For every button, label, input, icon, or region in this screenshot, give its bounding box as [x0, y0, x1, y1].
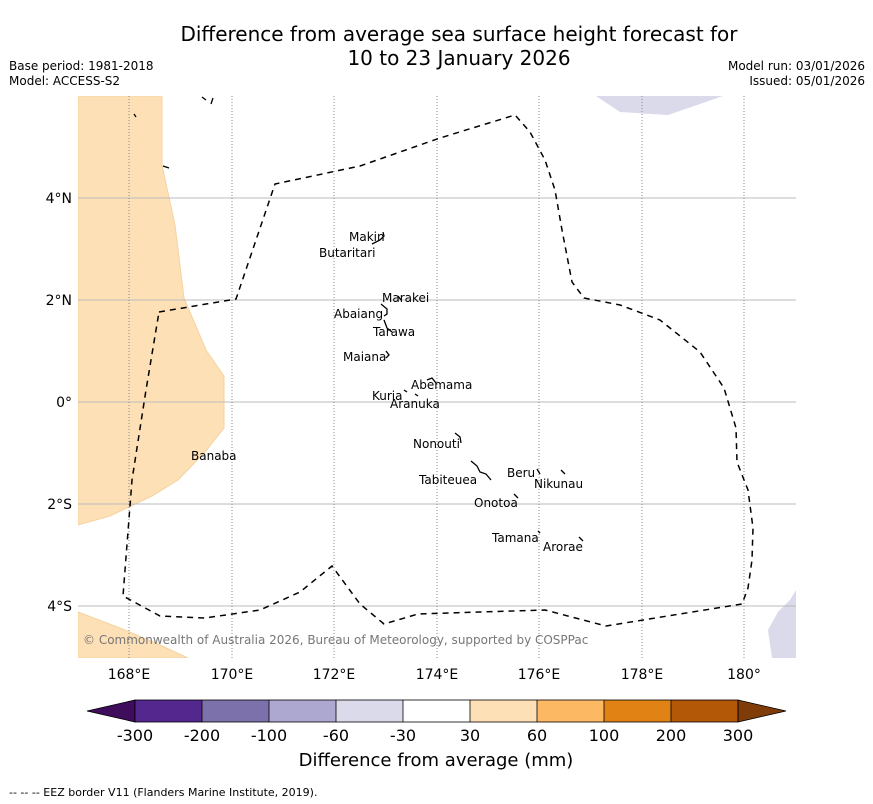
island-marakei: [397, 295, 402, 301]
title-line-1: Difference from average sea surface heig…: [180, 22, 738, 46]
colorbar: -300 -200 -100 -60 -30 30 60 100 200 300: [86, 699, 787, 745]
island-tabiteuea: [470, 460, 492, 481]
colorbar-tick-label: 60: [527, 726, 547, 745]
island-fragment: [162, 165, 170, 169]
colorbar-segment: [671, 700, 738, 722]
colorbar-extend-min: [86, 699, 136, 723]
copyright-notice: © Commonwealth of Australia 2026, Bureau…: [83, 633, 588, 647]
lat-tick-4n: 4°N: [46, 191, 72, 207]
island-arorae: [578, 536, 584, 542]
island-onotoa: [513, 493, 519, 499]
colorbar-segment: [537, 700, 604, 722]
lon-tick-180: 180°: [727, 667, 761, 683]
island-fragment: [201, 96, 207, 101]
map-area: Makin Butaritari Marakei Abaiang Tarawa …: [78, 96, 796, 658]
lon-tick-178e: 178°E: [621, 667, 664, 683]
eez-border: [122, 114, 754, 627]
label-kuria: Kuria: [372, 389, 403, 403]
island-maiana: [385, 350, 390, 359]
base-period: Base period: 1981-2018: [9, 59, 154, 73]
label-banaba: Banaba: [191, 449, 237, 463]
colorbar-segment: [336, 700, 403, 722]
colorbar-segment: [604, 700, 671, 722]
label-onotoa: Onotoa: [474, 496, 518, 510]
label-nonouti: Nonouti: [413, 437, 460, 451]
colorbar-segment: [135, 700, 202, 722]
island-nonouti: [454, 432, 462, 444]
label-arorae: Arorae: [543, 540, 583, 554]
label-nikunau: Nikunau: [534, 477, 583, 491]
label-tamana: Tamana: [491, 531, 539, 545]
island-butaritari: [371, 231, 385, 245]
island-aranuka: [414, 393, 419, 397]
label-abaiang: Abaiang: [334, 307, 383, 321]
base-info: Base period: 1981-2018 Model: ACCESS-S2: [9, 59, 154, 89]
title-line-2: 10 to 23 January 2026: [347, 46, 571, 70]
colorbar-segment: [202, 700, 269, 722]
colorbar-extend-max: [737, 699, 787, 723]
negative-anomaly-region-north: [596, 96, 723, 115]
label-beru: Beru: [507, 466, 535, 480]
eez-footnote: -- -- -- EEZ border V11 (Flanders Marine…: [9, 786, 318, 799]
lon-tick-174e: 174°E: [416, 667, 459, 683]
longitude-tick-labels: 168°E 170°E 172°E 174°E 176°E 178°E 180°: [108, 667, 761, 683]
chart-title: Difference from average sea surface heig…: [0, 22, 873, 70]
label-abemama: Abemama: [411, 378, 472, 392]
label-makin: Makin: [349, 230, 385, 244]
island-abaiang: [380, 303, 388, 317]
issued-date: Issued: 05/01/2026: [749, 74, 865, 88]
model-name: Model: ACCESS-S2: [9, 74, 121, 88]
longitude-gridlines: [128, 96, 745, 658]
colorbar-segment: [269, 700, 336, 722]
island-labels: Makin Butaritari Marakei Abaiang Tarawa …: [191, 230, 583, 554]
lat-tick-0: 0°: [56, 395, 72, 411]
colorbar-tick-label: 100: [589, 726, 620, 745]
island-tarawa: [383, 319, 393, 333]
run-info: Model run: 03/01/2026 Issued: 05/01/2026: [728, 59, 865, 89]
colorbar-segment: [470, 700, 537, 722]
colorbar-tick-label: -200: [184, 726, 220, 745]
island-fragment: [210, 97, 214, 105]
lat-tick-2n: 2°N: [46, 293, 72, 309]
lon-tick-168e: 168°E: [108, 667, 151, 683]
lon-tick-176e: 176°E: [518, 667, 561, 683]
island-beru: [536, 468, 541, 475]
island-abemama: [426, 377, 437, 384]
island-fragment: [133, 113, 137, 118]
colorbar-tick-label: 200: [656, 726, 687, 745]
colorbar-outline: [134, 699, 739, 723]
lon-tick-172e: 172°E: [313, 667, 356, 683]
lon-tick-170e: 170°E: [211, 667, 254, 683]
island-coastlines: [133, 96, 584, 542]
label-tarawa: Tarawa: [372, 325, 415, 339]
label-maiana: Maiana: [343, 350, 386, 364]
negative-anomaly-region-east: [768, 590, 796, 658]
colorbar-tick-label: -60: [323, 726, 349, 745]
model-run-date: Model run: 03/01/2026: [727, 59, 865, 73]
colorbar-segment: [403, 700, 470, 722]
colorbar-tick-label: -300: [117, 726, 153, 745]
island-kuria: [403, 389, 408, 393]
label-marakei: Marakei: [382, 291, 429, 305]
latitude-tick-labels: 4°N 2°N 0° 2°S 4°S: [46, 191, 73, 615]
positive-anomaly-region-south: [78, 611, 189, 658]
label-tabiteuea: Tabiteuea: [418, 473, 477, 487]
island-nikunau: [560, 469, 566, 475]
colorbar-title: Difference from average (mm): [299, 750, 574, 771]
colorbar-tick-label: -30: [390, 726, 416, 745]
colorbar-tick-label: 30: [460, 726, 480, 745]
island-tamana: [537, 530, 541, 534]
colorbar-tick-label: 300: [723, 726, 754, 745]
lat-tick-2s: 2°S: [47, 497, 72, 513]
label-aranuka: Aranuka: [390, 397, 440, 411]
colorbar-tick-label: -100: [251, 726, 287, 745]
lat-tick-4s: 4°S: [47, 599, 72, 615]
label-butaritari: Butaritari: [319, 246, 376, 260]
